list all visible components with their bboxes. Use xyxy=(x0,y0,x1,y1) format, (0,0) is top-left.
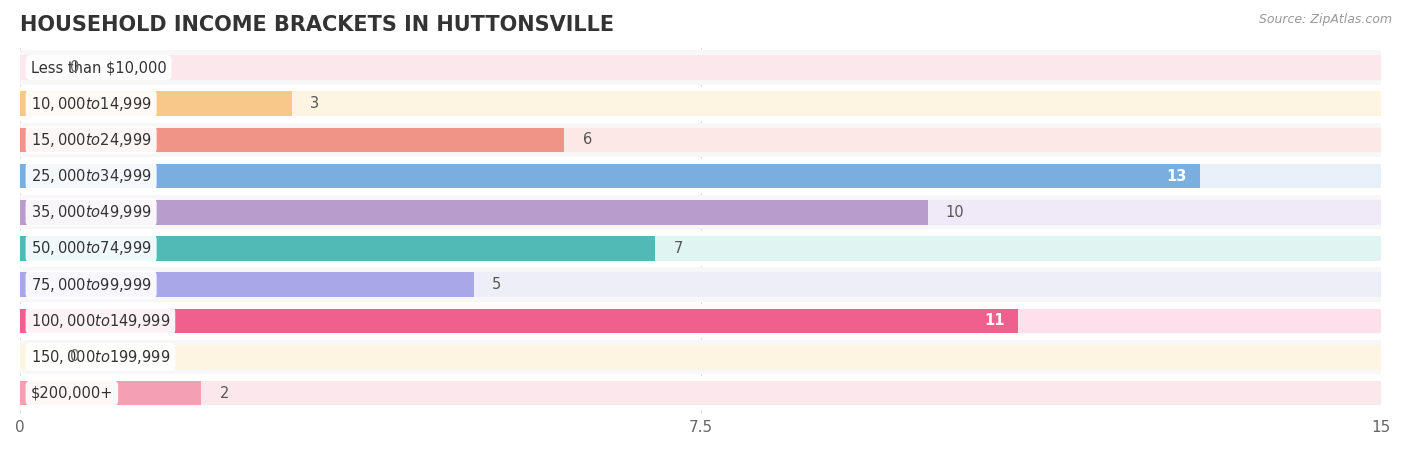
Bar xyxy=(20,345,1381,369)
Bar xyxy=(20,340,1381,374)
Bar xyxy=(20,272,474,297)
Bar xyxy=(20,309,1381,333)
Bar xyxy=(20,159,1381,194)
Bar xyxy=(20,267,1381,302)
Text: 5: 5 xyxy=(492,277,501,292)
Bar xyxy=(20,309,1018,333)
Text: $25,000 to $34,999: $25,000 to $34,999 xyxy=(31,167,152,185)
Bar xyxy=(20,272,1381,297)
Text: 13: 13 xyxy=(1166,169,1187,184)
Bar xyxy=(20,195,1381,230)
Text: 2: 2 xyxy=(219,386,229,400)
Text: HOUSEHOLD INCOME BRACKETS IN HUTTONSVILLE: HOUSEHOLD INCOME BRACKETS IN HUTTONSVILL… xyxy=(20,15,614,35)
Bar xyxy=(20,236,1381,261)
Bar xyxy=(20,164,1199,189)
Text: $10,000 to $14,999: $10,000 to $14,999 xyxy=(31,95,152,113)
Bar xyxy=(20,381,1381,405)
Text: 7: 7 xyxy=(673,241,683,256)
Text: 0: 0 xyxy=(70,350,79,365)
Bar xyxy=(20,381,201,405)
Text: 3: 3 xyxy=(311,96,319,111)
Text: $150,000 to $199,999: $150,000 to $199,999 xyxy=(31,348,170,366)
Bar xyxy=(20,128,564,152)
Bar xyxy=(20,236,655,261)
Text: Source: ZipAtlas.com: Source: ZipAtlas.com xyxy=(1258,14,1392,27)
Text: $35,000 to $49,999: $35,000 to $49,999 xyxy=(31,203,152,221)
Text: $100,000 to $149,999: $100,000 to $149,999 xyxy=(31,312,170,330)
Bar xyxy=(20,123,1381,157)
Text: Less than $10,000: Less than $10,000 xyxy=(31,60,166,75)
Bar xyxy=(20,55,1381,80)
Bar xyxy=(20,50,1381,85)
Bar xyxy=(20,164,1381,189)
Bar xyxy=(20,86,1381,121)
Text: $200,000+: $200,000+ xyxy=(31,386,112,400)
Text: 0: 0 xyxy=(70,60,79,75)
Text: 6: 6 xyxy=(582,132,592,148)
Bar xyxy=(20,91,292,116)
Bar xyxy=(20,376,1381,410)
Bar xyxy=(20,200,1381,225)
Text: 11: 11 xyxy=(984,313,1005,328)
Bar xyxy=(20,128,1381,152)
Text: 10: 10 xyxy=(946,205,965,220)
Bar xyxy=(20,231,1381,266)
Bar xyxy=(20,304,1381,338)
Bar xyxy=(20,91,1381,116)
Bar xyxy=(20,200,928,225)
Text: $50,000 to $74,999: $50,000 to $74,999 xyxy=(31,239,152,257)
Text: $15,000 to $24,999: $15,000 to $24,999 xyxy=(31,131,152,149)
Text: $75,000 to $99,999: $75,000 to $99,999 xyxy=(31,276,152,294)
